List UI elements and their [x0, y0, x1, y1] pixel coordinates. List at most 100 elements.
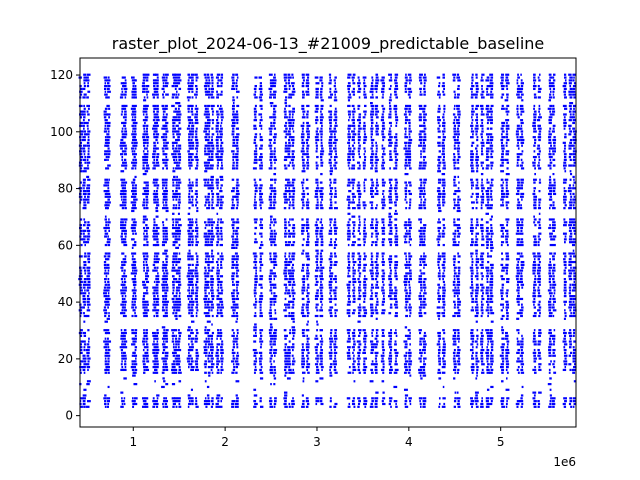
spike-mark — [145, 79, 149, 82]
spike-mark — [394, 312, 398, 315]
spike-mark — [270, 150, 273, 153]
spike-mark — [146, 348, 149, 352]
spike-column — [85, 73, 91, 408]
spike-mark — [171, 226, 176, 230]
spike-mark — [153, 280, 156, 284]
spike-mark — [357, 192, 362, 196]
spike-mark — [370, 155, 374, 159]
spike-mark — [321, 368, 323, 372]
spike-mark — [194, 113, 199, 116]
spike-mark — [190, 184, 194, 187]
spike-mark — [161, 127, 165, 130]
spike-mark — [104, 207, 108, 210]
spike-mark — [188, 235, 191, 238]
spike-mark — [272, 201, 277, 204]
spike-mark — [328, 96, 333, 99]
spike-mark — [164, 144, 168, 147]
spike-mark — [443, 402, 446, 406]
spike-mark — [370, 133, 374, 136]
spike-mark — [329, 314, 333, 318]
spike-mark — [235, 289, 238, 292]
spike-mark — [301, 170, 306, 173]
spike-mark — [120, 190, 125, 193]
spike-mark — [334, 144, 337, 147]
spike-mark — [388, 340, 392, 343]
spike-mark — [405, 258, 408, 261]
spike-mark — [259, 258, 263, 261]
spike-mark — [123, 153, 127, 156]
spike-mark — [380, 354, 385, 357]
spike-mark — [133, 107, 136, 110]
spike-mark — [291, 317, 295, 320]
spike-mark — [203, 178, 208, 181]
spike-mark — [422, 397, 427, 400]
spike-mark — [268, 127, 273, 130]
spike-mark — [207, 187, 211, 190]
spike-mark — [334, 76, 337, 79]
spike-mark — [143, 266, 145, 269]
spike-column — [258, 76, 264, 408]
spike-mark — [211, 82, 214, 85]
spike-mark — [404, 167, 407, 170]
spike-mark — [187, 224, 191, 227]
spike-mark — [363, 280, 366, 284]
spike-mark — [161, 87, 165, 91]
spike-mark — [315, 138, 320, 142]
spike-mark — [162, 241, 165, 244]
spike-mark — [236, 178, 239, 181]
spike-mark — [382, 348, 385, 352]
spike-mark — [352, 363, 355, 366]
spike-mark — [232, 221, 236, 224]
spike-mark — [86, 295, 90, 298]
spike-mark — [108, 116, 111, 119]
spike-mark — [394, 178, 398, 181]
spike-mark — [156, 241, 159, 244]
spike-mark — [441, 405, 446, 408]
spike-mark — [273, 377, 277, 380]
spike-mark — [363, 226, 367, 230]
spike-mark — [442, 192, 446, 196]
spike-mark — [231, 178, 235, 181]
spike-mark — [106, 87, 110, 91]
spike-mark — [404, 121, 407, 125]
spike-mark — [381, 167, 385, 170]
spike-mark — [103, 295, 108, 298]
spike-mark — [131, 113, 135, 116]
spike-mark — [121, 365, 124, 369]
spike-mark — [210, 280, 214, 284]
spike-mark — [123, 260, 127, 264]
spike-mark — [289, 201, 291, 204]
spike-mark — [259, 104, 263, 108]
spike-mark — [395, 164, 398, 167]
spike-mark — [352, 207, 356, 210]
spike-mark — [452, 343, 457, 346]
spike-mark — [363, 360, 366, 363]
spike-mark — [133, 286, 136, 289]
spike-mark — [161, 104, 165, 108]
spike-column — [119, 76, 125, 408]
spike-mark — [333, 84, 336, 88]
spike-mark — [81, 113, 86, 116]
spike-mark — [205, 354, 207, 357]
spike-mark — [187, 397, 192, 400]
spike-mark — [253, 289, 257, 292]
spike-mark — [79, 224, 83, 227]
spike-mark — [283, 402, 287, 406]
spike-mark — [408, 360, 413, 363]
spike-mark — [357, 346, 361, 349]
spike-mark — [188, 351, 190, 354]
spike-mark — [191, 181, 194, 184]
spike-mark — [437, 255, 442, 258]
spike-mark — [353, 380, 356, 383]
spike-mark — [105, 167, 108, 170]
spike-mark — [155, 235, 159, 238]
spike-mark — [423, 331, 426, 335]
spike-mark — [133, 133, 137, 136]
spike-mark — [107, 243, 111, 247]
spike-mark — [352, 79, 354, 82]
spike-mark — [235, 119, 239, 122]
spike-mark — [404, 141, 408, 144]
spike-mark — [388, 283, 393, 286]
spike-mark — [195, 252, 198, 255]
spike-mark — [217, 218, 220, 221]
